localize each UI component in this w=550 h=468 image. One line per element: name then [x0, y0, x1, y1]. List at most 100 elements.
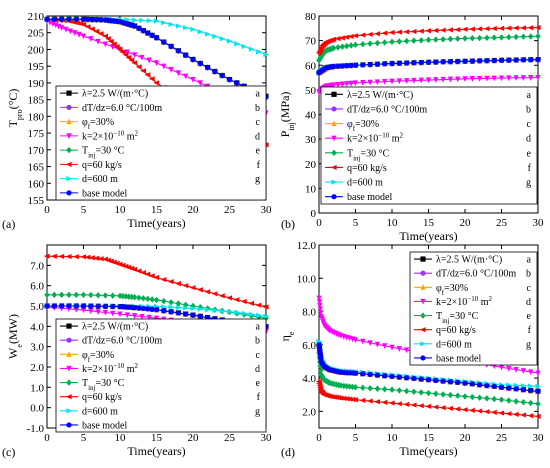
data-point — [110, 44, 116, 50]
data-point — [44, 303, 50, 309]
y-tick-label: 155 — [28, 195, 45, 207]
x-tick-label: 15 — [151, 204, 163, 216]
data-point — [433, 36, 439, 43]
data-point — [352, 41, 359, 49]
x-tick-label: 30 — [261, 204, 273, 216]
legend-marker — [66, 118, 72, 125]
data-point — [447, 405, 453, 411]
legend-label-part: =30% — [355, 119, 379, 130]
data-point — [197, 60, 203, 67]
data-point — [469, 26, 475, 32]
legend-letter: b — [526, 104, 531, 115]
data-point — [148, 273, 155, 279]
data-point — [498, 75, 505, 82]
legend-letter: a — [527, 255, 532, 266]
legend-marker — [420, 341, 427, 347]
data-point — [418, 389, 424, 396]
data-point — [139, 17, 146, 23]
data-point — [477, 58, 483, 64]
data-point — [433, 390, 439, 397]
data-point — [469, 76, 475, 82]
data-point — [167, 279, 174, 285]
y-tick-label: 160 — [28, 178, 45, 190]
legend-label: λ=2.5 W/(m·°C) — [436, 255, 502, 266]
data-point — [425, 59, 432, 65]
legend-label: d=600 m — [82, 174, 118, 185]
y-axis-label-part: P — [278, 130, 292, 137]
x-tick-label: 25 — [224, 204, 236, 216]
data-point — [65, 253, 72, 260]
data-point — [197, 304, 204, 311]
data-point — [183, 52, 189, 58]
legend-letter: g — [255, 406, 260, 417]
data-point — [411, 375, 417, 382]
data-point — [498, 410, 505, 416]
legend-item: d=600 m g — [60, 406, 260, 417]
legend-letter: e — [527, 311, 532, 322]
data-point — [135, 268, 142, 274]
legend-label: k=2×10−10 m2 — [347, 132, 404, 145]
data-point — [335, 63, 341, 69]
x-axis-label: Time(years) — [127, 444, 185, 458]
data-point — [418, 59, 424, 66]
legend-label-part: =30 °C — [96, 378, 125, 389]
legend-letter: e — [256, 146, 261, 157]
data-point — [520, 33, 527, 40]
data-point — [339, 63, 345, 69]
legend-item: dT/dz=6.0 °C/100m b — [414, 269, 531, 280]
data-point — [367, 79, 373, 86]
data-point — [102, 309, 108, 316]
legend-label-part: −10 — [378, 132, 389, 140]
legend-item: base model — [60, 188, 127, 199]
x-tick-label: 25 — [496, 432, 508, 444]
legend-label: k=2×10−10 m2 — [82, 362, 139, 375]
data-point — [89, 17, 95, 23]
data-point — [205, 31, 211, 37]
data-point — [455, 379, 461, 386]
legend-label: φf=30% — [82, 117, 114, 131]
data-point — [476, 408, 483, 414]
data-point — [139, 54, 145, 61]
data-point — [110, 310, 116, 317]
data-point — [410, 402, 417, 408]
data-point — [535, 56, 541, 63]
data-point — [343, 396, 350, 402]
y-tick-label: 195 — [28, 61, 45, 73]
data-point — [190, 26, 197, 32]
data-point — [455, 76, 461, 83]
x-tick-label: 15 — [423, 217, 435, 229]
series-6 — [315, 378, 541, 419]
data-point — [483, 26, 490, 32]
data-point — [58, 291, 65, 299]
legend-label: base model — [82, 420, 127, 431]
data-point — [447, 27, 453, 33]
data-point — [335, 44, 341, 51]
data-point — [491, 34, 497, 41]
data-point — [89, 26, 95, 32]
data-point — [534, 413, 541, 419]
data-point — [124, 312, 130, 319]
data-point — [51, 303, 57, 309]
data-point — [190, 305, 197, 312]
data-point — [513, 386, 519, 392]
data-point — [146, 18, 153, 24]
y-tick-label: 70 — [305, 36, 317, 48]
data-point — [136, 25, 142, 31]
data-point — [168, 299, 174, 306]
data-point — [339, 35, 345, 41]
y-tick-label: 20 — [305, 159, 317, 171]
legend-letter: d — [255, 364, 260, 375]
chart-panel-1: 0 5 10 15 20 25 30 155 160 165 170 175 180 185 190 195 2… — [2, 11, 272, 231]
data-point — [374, 385, 381, 392]
data-point — [462, 58, 468, 64]
data-point — [535, 400, 541, 408]
legend-marker — [420, 270, 426, 276]
data-point — [212, 33, 219, 40]
data-point — [190, 56, 196, 63]
legend-item: φf=30% c — [60, 350, 261, 364]
data-point — [51, 253, 57, 259]
data-point — [403, 401, 410, 407]
data-point — [374, 61, 380, 67]
legend-item: k=2×10−10 m2 d — [60, 129, 260, 142]
x-tick-label: 10 — [115, 204, 127, 216]
